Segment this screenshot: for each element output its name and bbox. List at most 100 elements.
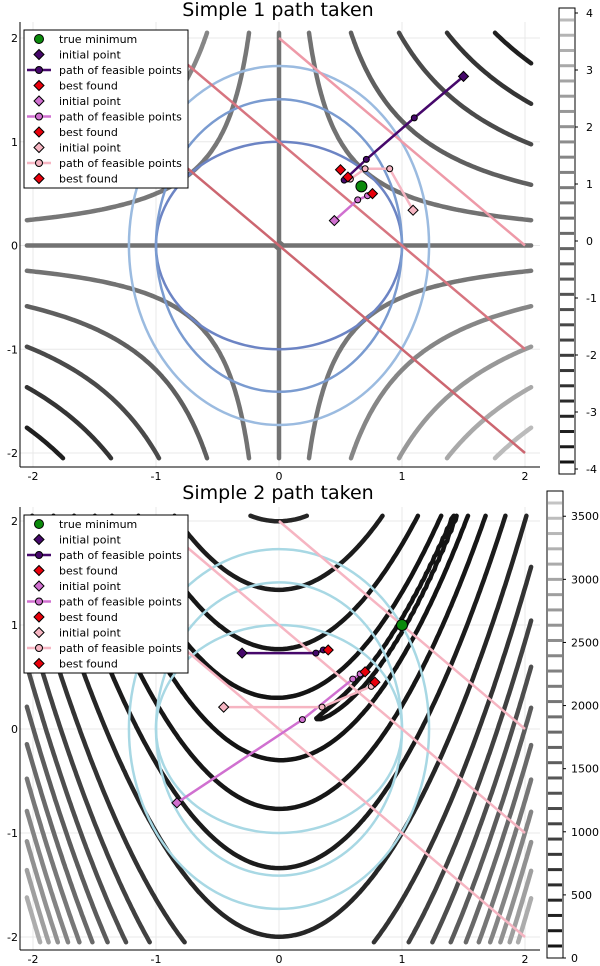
y-tick-label: 0 <box>11 240 18 253</box>
constraint-line <box>278 37 526 247</box>
legend: true minimum initial point path of feasibl… <box>23 514 189 674</box>
contour-line <box>24 30 534 461</box>
legend-marker <box>33 172 45 185</box>
legend-label: initial point <box>59 95 121 108</box>
y-tick-label: -2 <box>7 447 18 460</box>
x-tick-label: -2 <box>28 470 39 483</box>
initial-point-marker <box>328 214 341 227</box>
path-point-marker <box>362 155 370 163</box>
y-tick-label: 1 <box>11 619 18 632</box>
path-point-marker <box>410 114 418 122</box>
legend-label: initial point <box>59 627 121 640</box>
optimization-paths <box>171 619 408 809</box>
legend-marker <box>35 551 43 559</box>
y-tick-label: 0 <box>11 723 18 736</box>
true-minimum-marker <box>396 619 408 631</box>
colorbar-tick-label: 2 <box>586 121 593 134</box>
constraint-line <box>155 37 526 351</box>
path-point-marker <box>312 649 320 657</box>
contour-line <box>24 663 534 945</box>
x-tick-label: -1 <box>151 470 162 483</box>
x-tick-label: 0 <box>276 470 283 483</box>
path-line <box>349 167 415 211</box>
legend-label: initial point <box>59 49 121 62</box>
path-point-marker <box>298 716 306 724</box>
colorbar-tick-label: 1000 <box>571 826 599 839</box>
colorbar: 4 3 2 1 0 -1 -2 -3 -4 <box>558 7 597 476</box>
contour-line <box>24 776 534 945</box>
legend-marker <box>35 644 43 652</box>
colorbar-tick-label: -3 <box>586 406 597 419</box>
colorbar-tick-label: 4 <box>586 7 593 20</box>
legend-label: initial point <box>59 580 121 593</box>
x-tick-label: 2 <box>522 470 529 483</box>
legend-label: path of feasible points <box>59 111 182 124</box>
contour-line <box>24 30 534 461</box>
legend-label: path of feasible points <box>59 157 182 170</box>
legend: true minimum initial point path of feasibl… <box>23 29 189 189</box>
legend-label: initial point <box>59 142 121 155</box>
chart-panel-1: -2 -1 0 1 2 -2 -1 0 1 2 Simple 1 path taken true mi… <box>7 0 597 483</box>
path-point-marker <box>349 675 357 683</box>
contour-line <box>24 741 534 945</box>
contour-line <box>24 30 534 461</box>
colorbar-tick-label: 3 <box>586 64 593 77</box>
initial-point-marker <box>236 647 248 659</box>
path-line <box>343 75 465 182</box>
colorbar-tick-label: 1500 <box>571 763 599 776</box>
legend-label: path of feasible points <box>59 64 182 77</box>
best-found-marker <box>342 171 354 183</box>
legend-label: best found <box>59 658 118 671</box>
colorbar-tick-label: 0 <box>586 235 593 248</box>
best-found-marker <box>366 187 379 200</box>
legend-marker <box>33 533 45 546</box>
colorbar-tick-label: 3500 <box>571 510 599 523</box>
colorbar: 3500 3000 2500 2000 1500 1000 500 0 <box>546 490 599 965</box>
legend-marker <box>35 66 43 74</box>
chart-title: Simple 2 path taken <box>182 482 373 504</box>
path-line <box>333 194 369 222</box>
legend-label: initial point <box>59 534 121 547</box>
contour-line <box>24 867 534 945</box>
contour-line <box>24 30 534 461</box>
best-found-marker <box>359 666 371 678</box>
legend-label: path of feasible points <box>59 642 182 655</box>
colorbar-tick-label: 500 <box>571 889 592 902</box>
colorbar-tick-label: -2 <box>586 349 597 362</box>
legend-marker <box>35 159 43 167</box>
path-point-marker <box>386 165 394 173</box>
legend-box <box>23 514 189 674</box>
best-found-marker <box>322 644 334 656</box>
legend-label: best found <box>59 565 118 578</box>
legend-label: true minimum <box>59 33 137 46</box>
initial-point-marker <box>407 204 419 216</box>
contour-line <box>24 839 534 945</box>
path-point-marker <box>318 703 326 711</box>
legend-marker <box>33 95 45 107</box>
contour-line <box>24 30 534 461</box>
contour-line <box>24 30 534 461</box>
x-tick-label: -2 <box>28 953 39 966</box>
constraint-ellipse <box>127 64 431 427</box>
colorbar-tick-label: 2000 <box>571 700 599 713</box>
colorbar-tick-label: 2500 <box>571 636 599 649</box>
legend-marker <box>33 79 45 92</box>
legend-marker <box>34 34 44 44</box>
constraint-line <box>155 520 526 834</box>
initial-point-marker <box>217 701 230 713</box>
legend-marker <box>35 597 43 606</box>
optimization-paths <box>328 70 470 227</box>
x-tick-label: 0 <box>276 953 283 966</box>
true-minimum-marker <box>355 180 368 193</box>
legend-marker <box>33 126 45 138</box>
contour-line <box>24 808 534 945</box>
legend-marker <box>33 580 45 592</box>
y-tick-label: 1 <box>11 136 18 149</box>
y-tick-label: -1 <box>7 343 18 356</box>
best-found-marker <box>369 676 381 688</box>
legend-marker <box>33 626 45 639</box>
colorbar-frame <box>558 7 576 475</box>
chart-title: Simple 1 path taken <box>182 0 373 21</box>
legend-marker <box>34 519 44 529</box>
y-tick-label: 2 <box>11 32 18 45</box>
